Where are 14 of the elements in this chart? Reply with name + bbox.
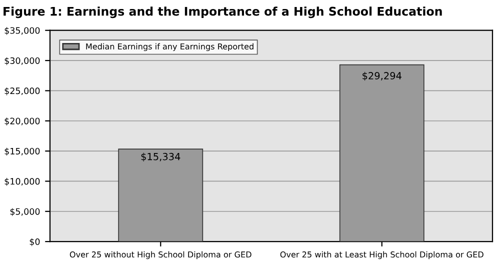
y-tick-label: $10,000 <box>4 178 40 186</box>
y-tick-label: $0 <box>30 238 40 246</box>
x-tick-label: Over 25 with at Least High School Diploma or GED <box>280 251 484 260</box>
y-tick-label: $25,000 <box>4 87 40 96</box>
data-label: $29,294 <box>362 72 402 81</box>
chart-title: Figure 1: Earnings and the Importance of a High School Education <box>4 6 442 18</box>
y-tick-label: $5,000 <box>10 208 40 216</box>
data-label: $15,334 <box>141 152 180 162</box>
y-tick-label: $30,000 <box>4 57 40 66</box>
y-tick-label: $20,000 <box>4 118 40 126</box>
legend-label: Median Earnings if any Earnings Reported <box>86 43 254 52</box>
y-tick-label: $15,000 <box>4 148 40 156</box>
y-tick-label: $35,000 <box>4 27 40 35</box>
x-tick-label: Over 25 without High School Diploma or GED <box>70 251 252 260</box>
